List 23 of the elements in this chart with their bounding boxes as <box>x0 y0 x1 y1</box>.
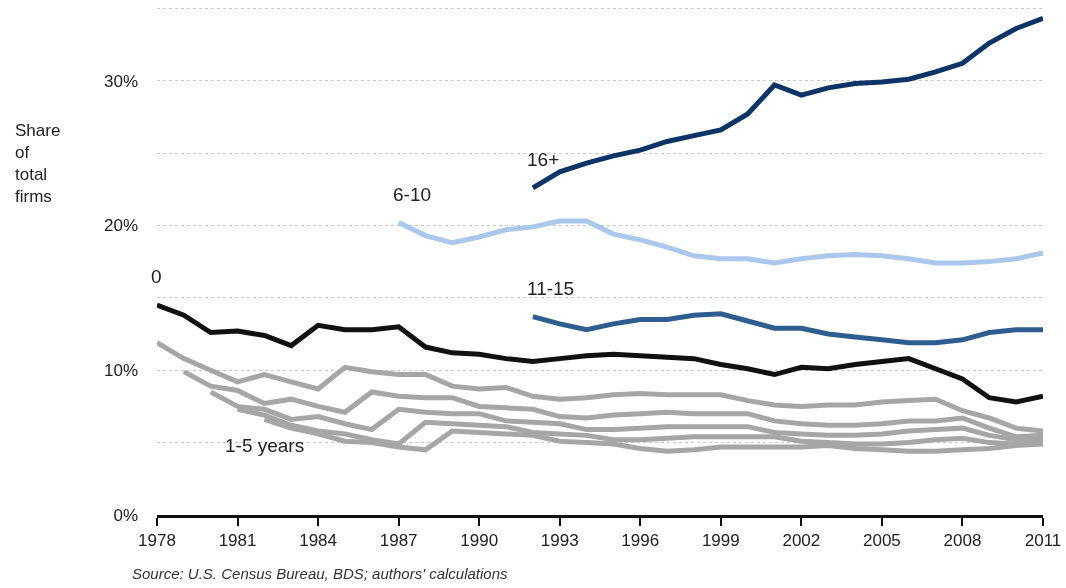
x-tick-label: 1996 <box>621 530 660 550</box>
y-tick-label: 30% <box>103 71 138 91</box>
x-tick-label: 1993 <box>540 530 579 550</box>
x-tick-label: 1984 <box>299 530 337 550</box>
y-tick-label: 20% <box>103 216 138 236</box>
series-label: 11-15 <box>527 278 575 299</box>
x-tick-label: 2005 <box>863 530 901 550</box>
series-label: 6-10 <box>393 184 432 205</box>
x-tick-label: 1978 <box>138 530 176 550</box>
series-label: 0 <box>151 266 162 287</box>
y-axis-title: Share of total firms <box>15 121 61 207</box>
x-tick-label: 2011 <box>1024 530 1062 550</box>
x-tick-label: 2008 <box>943 530 982 550</box>
y-tick-label: 0% <box>113 505 138 525</box>
y-tick-label: 10% <box>103 361 138 381</box>
x-tick-label: 1990 <box>460 530 499 550</box>
x-tick-label: 2002 <box>782 530 821 550</box>
series-label: 16+ <box>527 149 560 170</box>
source-note: Source: U.S. Census Bureau, BDS; authors' calculations <box>132 565 509 582</box>
x-tick-label: 1999 <box>701 530 740 550</box>
x-tick-label: 1981 <box>218 530 257 550</box>
x-tick-label: 1987 <box>379 530 418 550</box>
series-label: 1-5 years <box>225 435 305 456</box>
